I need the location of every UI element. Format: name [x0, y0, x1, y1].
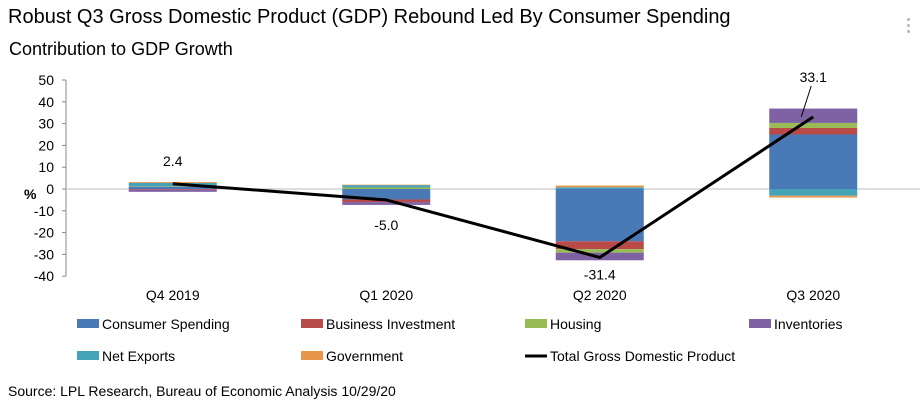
bar-segment-consumer-spending: [769, 134, 858, 189]
bar-segment-housing: [128, 186, 217, 187]
y-tick-label: 40: [38, 94, 54, 110]
bar-segment-business-investment: [128, 189, 217, 190]
bar-segment-net-exports: [342, 185, 431, 188]
bar-segment-consumer-spending: [342, 189, 431, 200]
bar-segment-consumer-spending: [128, 186, 217, 189]
bar-segment-net-exports: [555, 187, 644, 189]
data-label-leader: [800, 85, 812, 117]
labels-layer: 2.4 -5.0 -31.4 33.1: [163, 69, 827, 283]
bar-segment-inventories: [342, 202, 431, 205]
y-tick-label: -30: [34, 246, 54, 262]
bar-segment-housing: [555, 249, 644, 253]
y-tick-label: 0: [46, 181, 54, 197]
bar-segment-housing: [769, 122, 858, 128]
bar-segment-inventories: [769, 108, 858, 123]
legend-label: Consumer Spending: [102, 316, 230, 332]
bar-segment-housing: [342, 187, 431, 189]
legend-label: Total Gross Domestic Product: [550, 348, 735, 364]
x-category-label: Q1 2020: [359, 287, 413, 303]
legend-layer: Consumer Spending Business Investment Hous…: [77, 316, 842, 364]
data-label: -5.0: [374, 217, 398, 233]
bar-segment-government: [769, 195, 858, 198]
bar-segment-inventories: [128, 189, 217, 192]
x-category-label: Q3 2020: [786, 287, 840, 303]
bar-segment-net-exports: [769, 189, 858, 196]
bars-layer: [128, 108, 858, 261]
y-tick-label: 20: [38, 137, 54, 153]
legend-label: Housing: [550, 316, 601, 332]
legend-swatch: [77, 351, 99, 360]
line-layer: [172, 115, 815, 259]
y-tick-label: 30: [38, 116, 54, 132]
data-label: -31.4: [584, 266, 616, 282]
legend-label: Inventories: [774, 316, 842, 332]
legend-swatch: [525, 319, 547, 328]
y-tick-label: -20: [34, 225, 54, 241]
more-options-icon[interactable]: [902, 18, 916, 38]
legend-swatch: [77, 319, 99, 328]
y-tick-label: -10: [34, 203, 54, 219]
bar-segment-government: [342, 184, 431, 186]
total-gdp-line: [172, 115, 815, 259]
y-axis-title: %: [24, 186, 37, 202]
bar-segment-government: [555, 185, 644, 188]
legend-label: Business Investment: [326, 316, 455, 332]
y-tick-label: 10: [38, 159, 54, 175]
x-category-label: Q4 2019: [146, 287, 200, 303]
legend-swatch: [749, 319, 771, 328]
source-note: Source: LPL Research, Bureau of Economic…: [8, 383, 396, 399]
bar-segment-consumer-spending: [555, 189, 644, 242]
y-tick-label: 50: [38, 72, 54, 88]
data-label: 2.4: [163, 153, 183, 169]
data-label: 33.1: [800, 69, 827, 85]
legend-swatch: [301, 351, 323, 360]
bar-segment-government: [128, 182, 217, 183]
legend-swatch: [301, 319, 323, 328]
chart-subtitle: Contribution to GDP Growth: [9, 39, 233, 59]
x-category-label: Q2 2020: [573, 287, 627, 303]
bar-segment-business-investment: [769, 127, 858, 135]
legend-label: Net Exports: [102, 348, 175, 364]
y-tick-label: -40: [34, 268, 54, 284]
bar-segment-business-investment: [555, 241, 644, 250]
legend-label: Government: [326, 348, 403, 364]
chart-title: Robust Q3 Gross Domestic Product (GDP) R…: [8, 6, 731, 28]
